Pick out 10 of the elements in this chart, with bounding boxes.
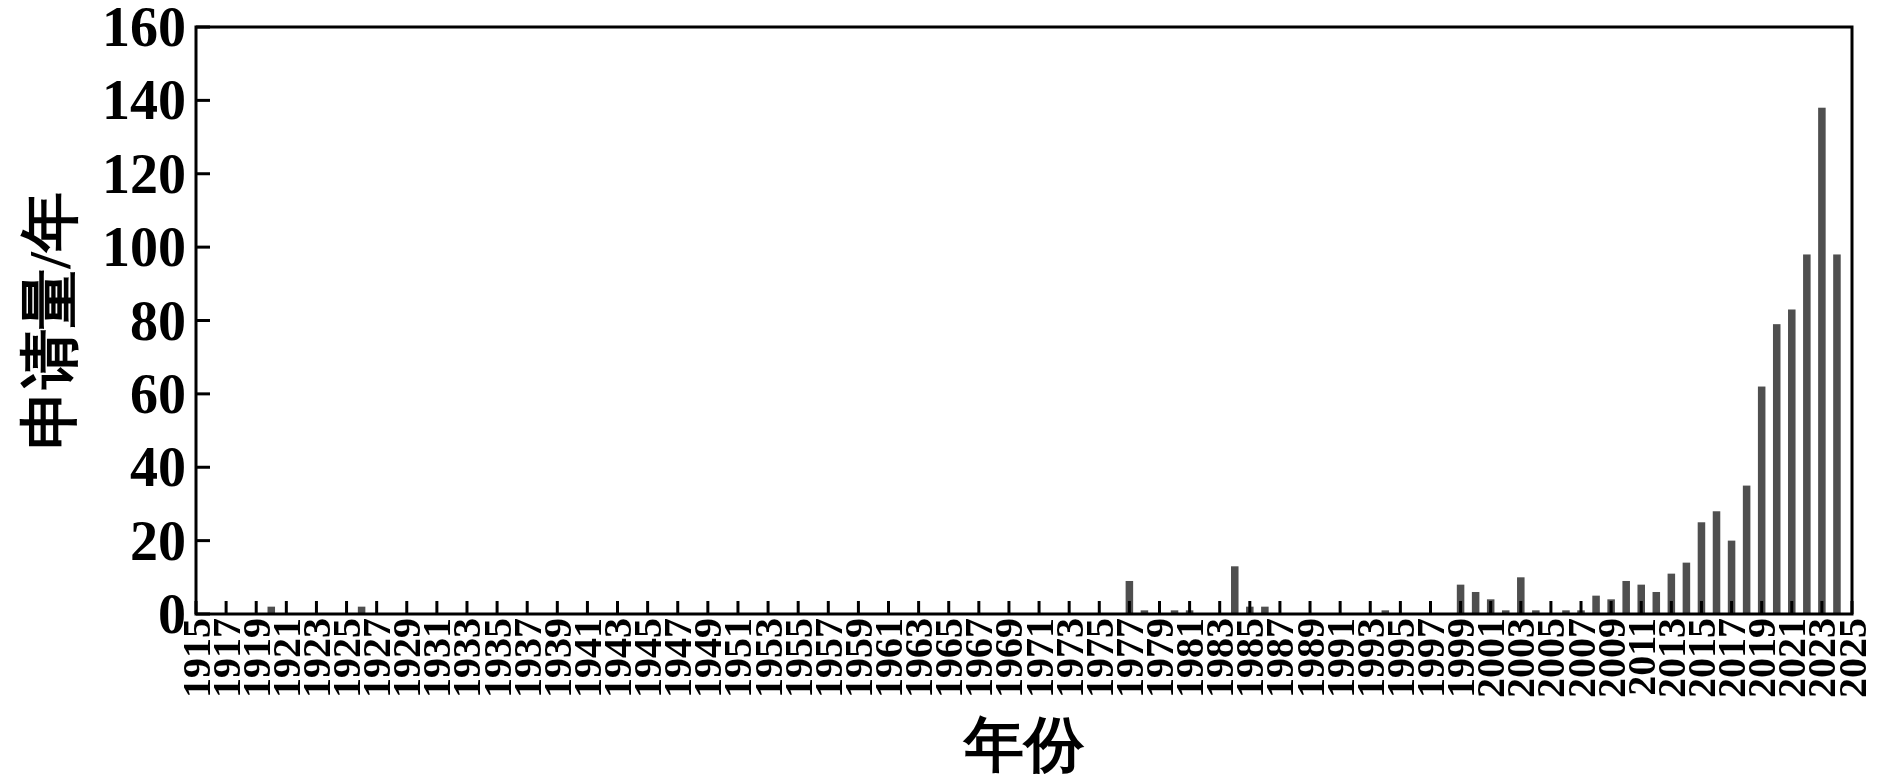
x-axis-title: 年份	[962, 712, 1085, 778]
y-tick-label: 60	[130, 362, 186, 425]
y-tick-label: 140	[102, 69, 186, 132]
y-tick-label: 120	[102, 142, 186, 205]
y-tick-label: 20	[130, 509, 186, 572]
y-tick-label: 80	[130, 289, 186, 352]
y-tick-label: 100	[102, 216, 186, 279]
y-tick-label: 160	[102, 0, 186, 58]
y-tick-label: 40	[130, 436, 186, 499]
y-axis-title: 申请量/年	[17, 192, 83, 449]
